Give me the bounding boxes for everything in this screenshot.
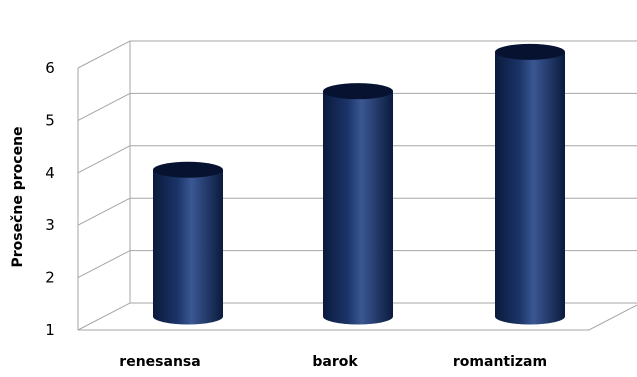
bar [153, 161, 223, 325]
bar-body [153, 169, 223, 325]
floor-edge [78, 304, 637, 331]
y-tick-label: 3 [45, 216, 55, 234]
gridlines [77, 40, 637, 331]
bar-top [323, 83, 393, 100]
y-axis-title: Prosečne procene [10, 126, 26, 267]
y-tick-label: 1 [45, 321, 55, 339]
bar [495, 43, 565, 325]
bar [323, 83, 393, 325]
y-tick-label: 2 [45, 269, 55, 287]
y-tick-label: 5 [45, 111, 55, 129]
x-category-label: renesansa [119, 354, 200, 370]
bar-top [153, 161, 223, 178]
y-tick-label: 6 [45, 59, 55, 77]
bars [153, 43, 565, 325]
y-tick-label: 4 [45, 164, 55, 182]
bar-body [495, 51, 565, 325]
y-tick-labels: 1 2 3 4 5 6 [45, 59, 55, 339]
x-category-label: romantizam [453, 354, 547, 370]
x-category-label: barok [312, 354, 358, 370]
bar-top [495, 43, 565, 60]
x-category-labels: renesansa barok romantizam [119, 354, 547, 370]
bar-body [323, 91, 393, 325]
